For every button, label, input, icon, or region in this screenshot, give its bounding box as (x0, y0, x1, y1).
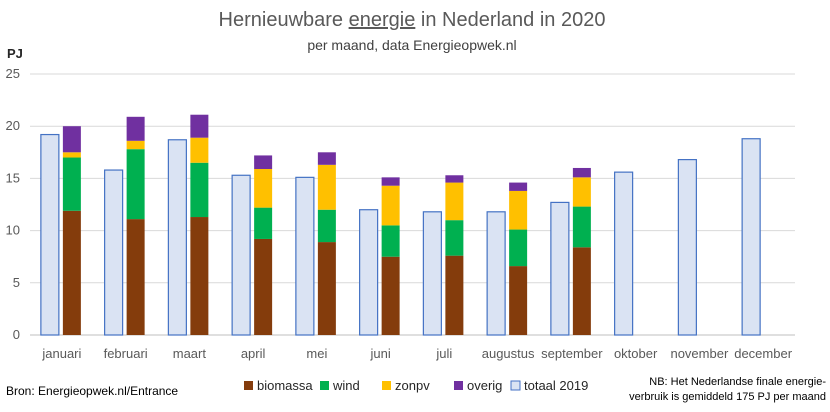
note-line: verbruik is gemiddeld 175 PJ per maand (629, 391, 826, 403)
bar-totaal-2019 (677, 159, 697, 336)
x-tick-label: maart (173, 346, 207, 361)
chart-subtitle: per maand, data Energieopwek.nl (307, 37, 516, 53)
x-tick-label: mei (306, 346, 327, 361)
bar-totaal-2019 (614, 171, 634, 336)
x-tick-label: februari (104, 346, 148, 361)
bar-segment-zonpv (572, 177, 591, 207)
bar-totaal-2019 (486, 211, 506, 336)
bar-segment-biomassa (254, 238, 273, 335)
legend-swatch (244, 381, 253, 390)
x-tick-label: januari (41, 346, 81, 361)
bar-segment-zonpv (190, 137, 209, 163)
bar-segment-wind (254, 207, 273, 239)
bar-segment-wind (509, 229, 528, 267)
bar-segment-wind (62, 157, 81, 211)
x-tick-label: juli (435, 346, 452, 361)
x-tick-labels: januari februari maart april mei juni juli augu… (41, 346, 792, 361)
bar-segment-overig (381, 177, 400, 186)
bar-segment-wind (126, 149, 145, 220)
bar-segment-wind (445, 220, 464, 256)
bar-segment-zonpv (509, 190, 528, 230)
bar-segment-wind (190, 162, 209, 218)
bar-segment-zonpv (317, 164, 336, 210)
bar-segment-wind (572, 206, 591, 248)
bar-totaal-2019 (231, 174, 251, 336)
x-tick-label: augustus (482, 346, 535, 361)
legend-label: totaal 2019 (524, 378, 588, 393)
chart-title-part: energie (349, 9, 416, 31)
bar-totaal-2019 (40, 133, 60, 336)
bar-segment-overig (254, 155, 273, 170)
bar-segment-biomassa (572, 247, 591, 335)
bar-segment-wind (381, 225, 400, 257)
bar-segment-zonpv (254, 169, 273, 208)
bar-totaal-2019 (167, 139, 187, 336)
legend-swatch (510, 380, 521, 391)
bar-segment-zonpv (62, 152, 81, 158)
legend-label: zonpv (395, 378, 430, 393)
bar-totaal-2019 (550, 201, 570, 336)
chart-title-part: in Nederland in 2020 (415, 9, 605, 31)
bar-segment-wind (317, 209, 336, 243)
bar-segment-zonpv (445, 182, 464, 221)
x-tick-label: april (241, 346, 266, 361)
bars (40, 114, 761, 336)
bar-segment-biomassa (126, 219, 145, 335)
bar-totaal-2019 (295, 176, 315, 336)
legend: biomassa wind zonpv overig totaal 2019 (244, 378, 588, 393)
legend-swatch (382, 381, 391, 390)
bar-segment-biomassa (62, 210, 81, 335)
y-tick-label: 20 (6, 118, 20, 133)
bar-segment-overig (190, 114, 209, 138)
y-tick-label: 5 (13, 275, 20, 290)
bar-segment-overig (445, 175, 464, 183)
bar-segment-overig (126, 116, 145, 141)
bar-segment-biomassa (381, 256, 400, 335)
bar-segment-overig (572, 167, 591, 178)
x-tick-label: september (541, 346, 603, 361)
y-tick-label: 15 (6, 170, 20, 185)
bar-segment-zonpv (126, 140, 145, 150)
bar-segment-overig (317, 152, 336, 165)
y-tick-label: 10 (6, 223, 20, 238)
x-tick-label: december (734, 346, 792, 361)
x-tick-label: oktober (614, 346, 658, 361)
bar-segment-overig (62, 126, 81, 153)
y-tick-labels: 0 5 10 15 20 25 (6, 66, 20, 342)
y-tick-label: 25 (6, 66, 20, 81)
bar-segment-overig (509, 182, 528, 191)
y-axis-label: PJ (7, 46, 23, 61)
legend-label: wind (332, 378, 360, 393)
bar-segment-biomassa (317, 242, 336, 335)
note-line: NB: Het Nederlandse finale energie- (649, 376, 826, 388)
chart-title-part: Hernieuwbare (219, 9, 349, 31)
x-tick-label: november (670, 346, 728, 361)
bar-totaal-2019 (359, 209, 379, 336)
legend-swatch (454, 381, 463, 390)
legend-label: biomassa (257, 378, 313, 393)
bar-segment-biomassa (190, 217, 209, 335)
bar-segment-biomassa (509, 266, 528, 335)
chart-title: Hernieuwbare energie in Nederland in 202… (219, 9, 606, 31)
legend-swatch (320, 381, 329, 390)
bar-totaal-2019 (422, 211, 442, 336)
bar-segment-zonpv (381, 185, 400, 226)
bar-segment-biomassa (445, 255, 464, 335)
bar-totaal-2019 (104, 169, 124, 336)
x-tick-label: juni (370, 346, 391, 361)
gridlines (30, 73, 795, 336)
bar-totaal-2019 (741, 138, 761, 336)
y-tick-label: 0 (13, 327, 20, 342)
legend-label: overig (467, 378, 502, 393)
source-text: Bron: Energieopwek.nl/Entrance (6, 384, 178, 398)
